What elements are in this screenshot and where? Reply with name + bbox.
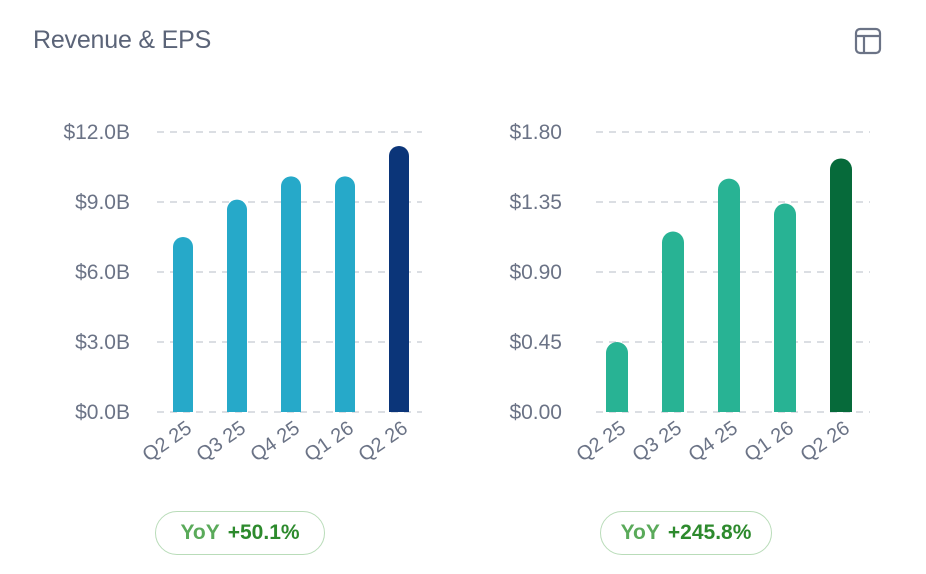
x-category-label: Q3 25 [193,417,250,466]
bar [662,231,684,412]
bar [718,178,740,412]
eps-yoy-badge: YoY +245.8% [600,511,772,555]
revenue-yoy-badge: YoY +50.1% [155,511,325,555]
y-tick-label: $1.80 [509,121,562,144]
x-category-label: Q2 26 [355,417,412,466]
x-category-label: Q2 26 [797,417,854,466]
x-category-label: Q4 25 [685,417,742,466]
bar [227,199,247,412]
x-category-label: Q2 25 [139,417,196,466]
y-tick-label: $0.90 [509,261,562,284]
bar [335,176,355,412]
bar [606,342,628,412]
y-tick-label: $3.0B [75,331,130,354]
chart-card-title: Revenue & EPS [33,26,212,54]
x-category-label: Q2 25 [573,417,630,466]
bar [281,176,301,412]
bar [173,237,193,412]
yoy-label: YoY [620,521,660,544]
bar [774,203,796,412]
yoy-value: +245.8% [667,521,752,544]
x-category-label: Q3 25 [629,417,686,466]
yoy-label: YoY [180,521,220,544]
y-tick-label: $0.00 [509,401,562,424]
y-tick-label: $12.0B [63,121,130,144]
y-tick-label: $0.45 [509,331,562,354]
x-category-label: Q1 26 [741,417,798,466]
x-category-label: Q1 26 [301,417,358,466]
y-tick-label: $1.35 [509,191,562,214]
x-category-label: Q4 25 [247,417,304,466]
bar [389,146,409,412]
y-tick-label: $9.0B [75,191,130,214]
y-tick-label: $0.0B [75,401,130,424]
bar [830,158,852,412]
yoy-value: +50.1% [227,521,300,544]
table-icon[interactable] [853,26,883,56]
y-tick-label: $6.0B [75,261,130,284]
